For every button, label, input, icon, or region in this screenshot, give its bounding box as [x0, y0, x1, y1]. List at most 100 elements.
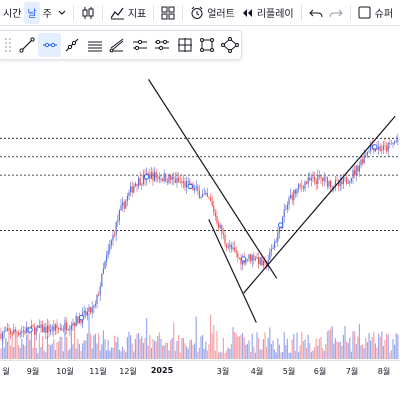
candle-body: [232, 247, 234, 249]
volume-bar: [29, 339, 31, 359]
redo-button[interactable]: [326, 2, 346, 24]
interval-week-button[interactable]: 주: [40, 2, 55, 24]
top-toolbar: 시간 날 주 지표 얼러트 리플레이: [0, 0, 400, 26]
cross-line-tool[interactable]: [173, 33, 196, 57]
volume-bar: [182, 338, 184, 359]
volume-bar: [176, 340, 178, 359]
volume-bar: [77, 338, 79, 359]
volume-bar: [309, 343, 311, 359]
candle-body: [371, 144, 373, 147]
undo-button[interactable]: [306, 2, 326, 24]
volume-bar: [325, 344, 327, 359]
candle-body: [176, 177, 178, 183]
supercharts-button[interactable]: 슈퍼: [355, 2, 396, 24]
chart-type-button[interactable]: [78, 2, 98, 24]
trend-lines[interactable]: [148, 79, 396, 323]
candle-body: [133, 186, 135, 193]
alert-button[interactable]: 얼러트: [187, 2, 238, 24]
volume-bar: [371, 337, 373, 359]
candle-body: [360, 159, 362, 166]
candles-icon: [82, 6, 94, 19]
replay-button[interactable]: 리플레이: [238, 2, 297, 24]
price-chart[interactable]: [0, 62, 400, 360]
candle-body: [328, 180, 330, 187]
candle-body: [320, 176, 322, 179]
candle-body: [270, 249, 272, 252]
extended-line-tool[interactable]: [83, 33, 106, 57]
candle-body: [48, 325, 50, 332]
event-markers[interactable]: [0, 144, 378, 340]
replay-icon: [242, 8, 252, 17]
volume-bar: [32, 347, 34, 359]
volume-bar: [357, 336, 359, 359]
volume-bar: [27, 331, 29, 359]
volume-bar: [390, 350, 392, 359]
interval-day-button[interactable]: 날: [24, 1, 40, 24]
volume-bar: [341, 345, 343, 359]
candle-body: [194, 188, 196, 191]
volume-bar: [283, 332, 285, 359]
volume-bar: [349, 337, 351, 359]
candle-body: [94, 303, 96, 306]
candle-body: [13, 329, 15, 335]
candle-body: [382, 145, 384, 150]
volume-bar: [328, 330, 330, 359]
volume-bar: [194, 343, 196, 359]
volume-bar: [19, 347, 21, 359]
candle-body: [238, 257, 240, 259]
candle-body: [3, 331, 5, 333]
volume-bar: [211, 333, 213, 359]
candle-body: [376, 148, 378, 150]
candle-body: [306, 181, 308, 184]
volume-bar: [181, 338, 183, 359]
candle-body: [181, 181, 183, 184]
candle-body: [259, 257, 261, 265]
time-axis[interactable]: 월 9월 10월 11월 12월 2025 3월 4월 5월 6월 7월 8월: [0, 360, 400, 400]
horizontal-ray-icon: [155, 39, 170, 51]
candle-body: [214, 212, 216, 217]
rectangle-tool[interactable]: [196, 33, 219, 57]
rotated-shape-tool[interactable]: [218, 33, 241, 57]
drag-handle-icon[interactable]: [4, 35, 12, 55]
trend-line-tool[interactable]: [16, 33, 39, 57]
volume-bar: [88, 313, 90, 359]
event-marker: [372, 144, 378, 150]
candle-body: [77, 316, 79, 324]
volume-bar: [90, 333, 92, 359]
time-axis-label: 7월: [345, 367, 359, 376]
info-line-tool[interactable]: [61, 33, 84, 57]
candle-body: [14, 329, 16, 332]
horizontal-ray-tool[interactable]: [151, 33, 174, 57]
candle-body: [147, 173, 149, 175]
candle-body: [18, 332, 20, 335]
horizontal-line-tool[interactable]: [128, 33, 151, 57]
volume-bar: [320, 336, 322, 359]
candle-body: [142, 174, 144, 185]
volume-bar: [13, 346, 15, 359]
interval-dropdown-button[interactable]: [55, 2, 69, 24]
ray-tool[interactable]: [38, 33, 61, 57]
candle-body: [387, 142, 389, 152]
candle-body: [206, 192, 208, 197]
volume-bar: [203, 349, 205, 359]
volume-bar: [282, 352, 284, 359]
volume-bar: [102, 330, 104, 359]
volume-bar: [128, 331, 130, 359]
trend-angle-tool[interactable]: [106, 33, 129, 57]
volume-bar: [350, 351, 352, 359]
candle-body: [397, 139, 399, 142]
templates-button[interactable]: [158, 2, 178, 24]
indicators-button[interactable]: 지표: [107, 2, 149, 24]
candle-body: [80, 319, 82, 324]
candle-body: [326, 177, 328, 187]
volume-bar: [53, 339, 55, 359]
volume-bar: [146, 318, 148, 359]
volume-bar: [280, 352, 282, 359]
volume-bar: [174, 350, 176, 359]
candle-body: [370, 144, 372, 152]
interval-hour-button[interactable]: 시간: [0, 2, 24, 24]
candle-body: [168, 175, 170, 183]
candle-body: [58, 327, 60, 330]
candle-body: [349, 181, 351, 183]
candle-body: [211, 200, 213, 206]
